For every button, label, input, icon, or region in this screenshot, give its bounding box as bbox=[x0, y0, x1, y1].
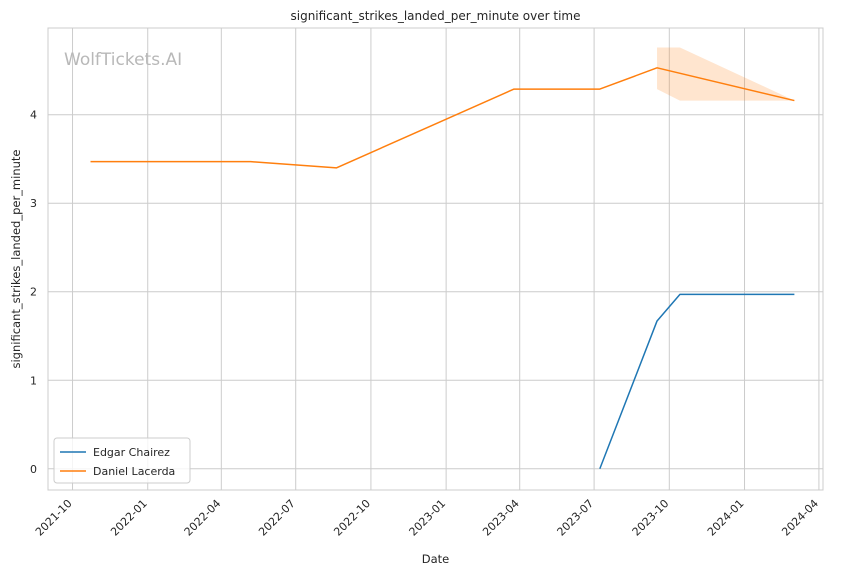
x-tick-label: 2023-04 bbox=[480, 497, 522, 539]
x-tick-label: 2024-01 bbox=[705, 497, 747, 539]
y-axis-label: significant_strikes_landed_per_minute bbox=[9, 150, 23, 369]
y-tick-label: 2 bbox=[30, 286, 37, 299]
x-tick-label: 2022-04 bbox=[182, 497, 224, 539]
legend-label-daniel-lacerda: Daniel Lacerda bbox=[93, 465, 175, 478]
x-axis-label: Date bbox=[422, 552, 450, 566]
x-tick-label: 2022-10 bbox=[331, 497, 373, 539]
series-line-edgar-chairez bbox=[599, 293, 795, 470]
series-line-daniel-lacerda bbox=[90, 67, 795, 169]
legend-label-edgar-chairez: Edgar Chairez bbox=[93, 446, 170, 459]
x-tick-label: 2022-01 bbox=[108, 497, 150, 539]
x-tick-label: 2023-01 bbox=[407, 497, 449, 539]
x-tick-label: 2022-07 bbox=[256, 497, 298, 539]
x-tick-label: 2023-07 bbox=[555, 497, 597, 539]
x-tick-label: 2023-10 bbox=[630, 497, 672, 539]
grid bbox=[48, 28, 823, 490]
y-tick-label: 1 bbox=[30, 374, 37, 387]
legend-box bbox=[53, 437, 191, 484]
y-tick-label: 4 bbox=[30, 109, 37, 122]
y-tick-label: 0 bbox=[30, 463, 37, 476]
watermark: WolfTickets.AI bbox=[64, 50, 182, 70]
x-tick-label: 2024-04 bbox=[779, 497, 821, 539]
plot-area bbox=[47, 27, 824, 491]
confidence-band-daniel-lacerda bbox=[657, 47, 795, 101]
x-tick-label: 2021-10 bbox=[33, 497, 75, 539]
y-tick-label: 3 bbox=[30, 197, 37, 210]
confidence-bands bbox=[657, 47, 795, 101]
chart-title: significant_strikes_landed_per_minute ov… bbox=[290, 9, 580, 23]
legend: Edgar Chairez Daniel Lacerda bbox=[53, 437, 191, 484]
x-tick-labels: 2021-10 2022-01 2022-04 2022-07 2022-10 2023-… bbox=[33, 497, 821, 539]
y-tick-labels: 0 1 2 3 4 bbox=[30, 109, 37, 476]
series-lines bbox=[90, 67, 795, 470]
